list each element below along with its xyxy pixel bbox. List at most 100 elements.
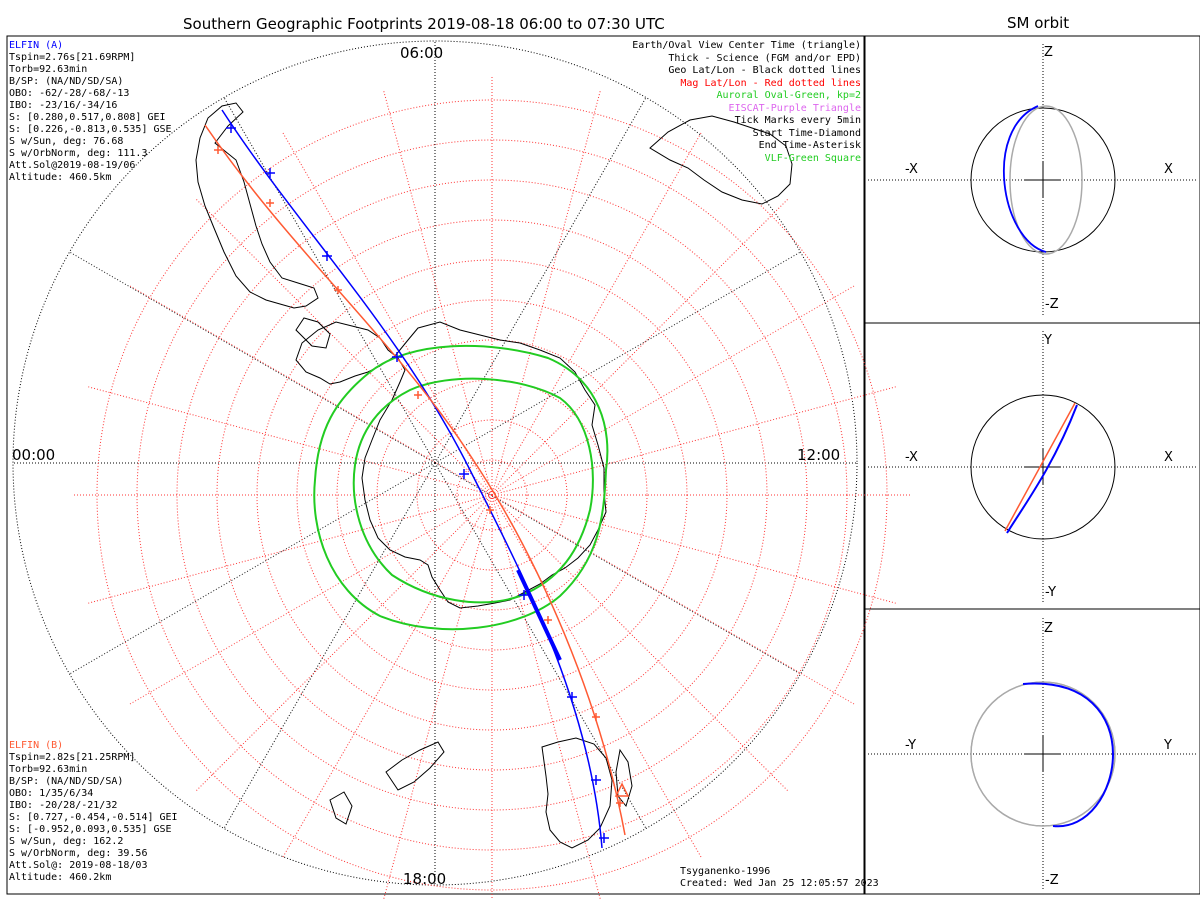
legend-item: Mag Lat/Lon - Red dotted lines [680,77,861,89]
sat-b-line: Tspin=2.82s[21.25RPM] [9,752,136,763]
sat-a-line: Att.Sol@2019-08-19/06 [9,160,136,171]
sat-a-name: ELFIN (A) [9,40,64,51]
tick-mark-a [265,168,275,178]
hour-label-top: 06:00 [400,44,444,62]
map-frame [6,35,865,895]
sat-b-line: S: [0.727,-0.454,-0.514] GEI [9,812,178,823]
orbit-a [1006,404,1078,534]
mag-meridian [491,494,703,859]
geo-meridian [223,462,436,829]
orbit-frame [864,35,1200,895]
geo-outer-circle [12,40,858,886]
tick-mark-b [414,391,422,399]
sat-b-line: S w/OrbNorm, deg: 39.56 [9,848,148,859]
peninsula-coast [295,317,331,349]
mag-meridian [491,197,790,496]
track-elfin-a [221,109,603,849]
tick-mark-b [616,799,624,807]
orbit-panel-title: SM orbit [1007,14,1070,32]
tick-mark-a [226,123,236,133]
sat-a-line: S: [0.280,0.517,0.808] GEI [9,112,166,123]
sm-orbit-plots [868,44,1198,890]
legend-item: EISCAT-Purple Triangle [728,102,861,114]
mag-meridian [491,494,856,706]
mag-lat-circle [216,219,768,771]
sat-a-line: S w/Sun, deg: 76.68 [9,136,124,147]
legend-item: Start Time-Diamond [752,127,861,139]
sat-a-line: OBO: -62/-28/-68/-13 [9,88,130,99]
mag-meridian [382,89,493,496]
mag-meridian [281,494,493,859]
tick-mark-a [591,775,601,785]
sat-b-line: S w/Sun, deg: 162.2 [9,836,124,847]
tick-mark-b [214,146,222,154]
legend-item: VLF-Green Square [764,152,861,164]
new-zealand-north-coast [329,791,353,825]
sat-a-info: ELFIN (A) Tspin=2.76s[21.69RPM] Torb=92.… [9,40,172,184]
orbit-a [1022,682,1114,828]
geo-meridian [434,462,801,675]
tick-mark-b [592,713,600,721]
view1-top-label: Z [1044,45,1053,60]
legend-item: Thick - Science (FGM and/or EPD) [668,52,861,64]
hour-label-right: 12:00 [797,446,841,464]
legend-item: Geo Lat/Lon - Black dotted lines [668,65,861,76]
geo-meridian [434,462,647,829]
mag-grid [72,75,912,900]
tick-mark-a [599,833,609,843]
mag-meridian [86,494,493,605]
geo-meridian [69,462,436,675]
view-center-triangle-b [614,782,630,797]
mag-meridian [382,494,493,900]
sat-b-line: Att.Sol@: 2019-08-18/03 [9,860,148,871]
tick-mark-b [486,506,494,514]
satellite-tracks [204,109,630,849]
view3-left-label: -Y [905,738,917,753]
tick-mark-a [567,692,577,702]
view3-right-label: Y [1164,738,1172,753]
australia-coast [649,115,793,205]
orbit-b-gray [1009,105,1083,255]
view1-right-label: X [1164,162,1173,177]
sat-b-info: ELFIN (B) Tspin=2.82s[21.25RPM] Torb=92.… [9,740,178,884]
mag-meridian [491,494,790,793]
legend: Earth/Oval View Center Time (triangle) T… [632,40,861,165]
tick-mark-b [334,286,342,294]
mag-lat-circle [96,99,888,891]
model-credit: Tsyganenko-1996 [680,866,771,877]
coastlines [195,102,793,849]
auroral-ovals [313,344,609,631]
legend-item: Auroral Oval-Green, kp=2 [716,90,862,101]
sat-a-line: Altitude: 460.5km [9,172,112,183]
mag-lat-circle [336,339,648,651]
hour-label-bottom: 18:00 [403,870,447,888]
mag-meridian [194,494,493,793]
legend-item: Earth/Oval View Center Time (triangle) [632,40,861,51]
geo-meridian [69,251,436,464]
africa-coast [541,737,613,849]
tick-mark-a [519,590,529,600]
sat-b-line: IBO: -20/28/-21/32 [9,800,118,811]
view2-bottom-label: -Y [1045,585,1057,600]
sat-b-line: Torb=92.63min [9,764,88,775]
sat-a-line: S: [0.226,-0.813,0.535] GSE [9,124,172,135]
view1-bottom-label: -Z [1045,297,1059,312]
south-america-coast [195,102,319,309]
auroral-oval-inner [352,377,594,604]
view2-right-label: X [1164,450,1173,465]
mag-meridian [86,385,493,496]
sat-a-line: IBO: -23/16/-34/16 [9,100,118,111]
sat-a-line: S w/OrbNorm, deg: 111.3 [9,148,148,159]
sat-b-line: OBO: 1/35/6/34 [9,788,94,799]
tick-mark-b [266,199,274,207]
created-credit: Created: Wed Jan 25 12:05:57 2023 [680,878,879,889]
orbit-b [1004,402,1076,532]
sat-b-line: S: [-0.952,0.093,0.535] GSE [9,824,172,835]
map-title: Southern Geographic Footprints 2019-08-1… [183,15,665,33]
sat-a-line: Torb=92.63min [9,64,88,75]
legend-item: End Time-Asterisk [758,140,861,151]
tick-mark-b [544,616,552,624]
mag-meridian [194,197,493,496]
